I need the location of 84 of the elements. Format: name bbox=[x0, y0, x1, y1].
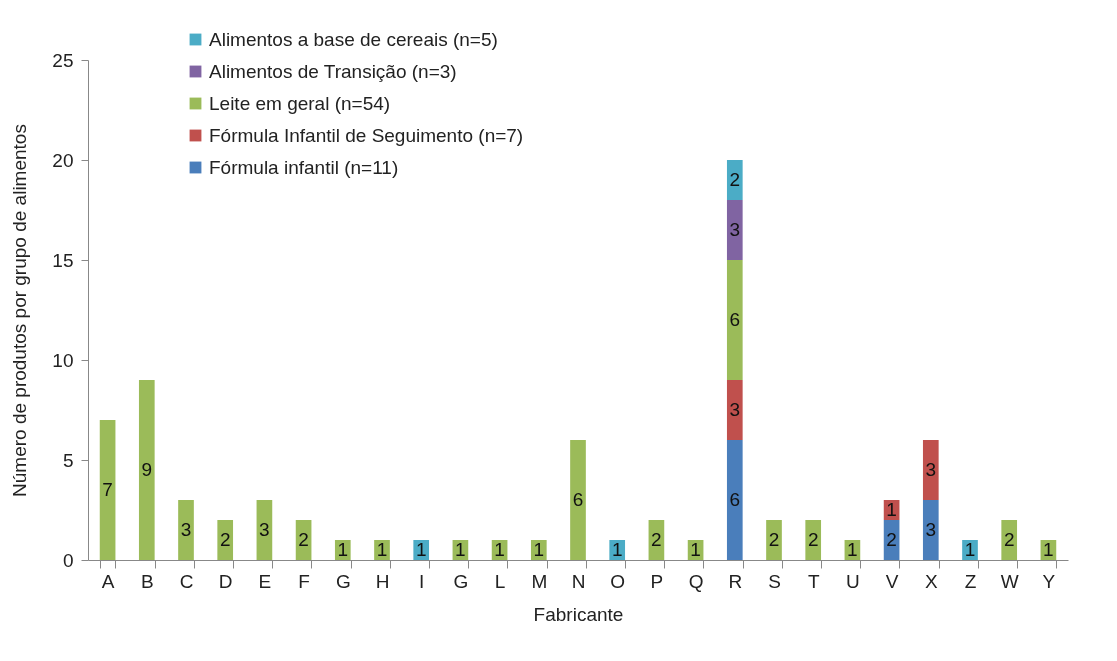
y-tick-label: 15 bbox=[52, 249, 74, 271]
data-label: 1 bbox=[337, 539, 349, 560]
data-label: 1 bbox=[376, 539, 388, 560]
data-label: 1 bbox=[847, 539, 858, 560]
data-label: 3 bbox=[729, 219, 741, 240]
data-label: 3 bbox=[180, 519, 192, 540]
bar bbox=[1001, 520, 1018, 560]
data-label: 1 bbox=[455, 539, 466, 560]
bar bbox=[570, 440, 586, 560]
x-tick-label: M bbox=[531, 570, 548, 592]
data-label: 2 bbox=[219, 529, 231, 550]
x-tick-label: G bbox=[335, 570, 351, 592]
y-tick-label: 10 bbox=[52, 349, 74, 371]
legend-label: Alimentos a base de cereais (n=5) bbox=[209, 28, 498, 50]
data-label: 6 bbox=[572, 489, 584, 510]
y-tick-label: 5 bbox=[62, 449, 74, 471]
bar bbox=[726, 260, 743, 380]
data-label: 2 bbox=[886, 529, 897, 550]
bar bbox=[726, 160, 743, 200]
x-tick-label: U bbox=[846, 570, 860, 592]
bar bbox=[922, 440, 939, 500]
data-label: 1 bbox=[690, 539, 701, 560]
bar bbox=[138, 380, 155, 560]
bar bbox=[726, 200, 743, 260]
x-axis-title: Fabricante bbox=[533, 603, 624, 625]
legend-label: Fórmula infantil (n=11) bbox=[209, 156, 399, 178]
x-tick-label: W bbox=[1000, 570, 1019, 592]
x-tick-label: B bbox=[140, 570, 154, 592]
x-tick-label: L bbox=[494, 570, 506, 592]
bar bbox=[99, 420, 116, 560]
data-label: 1 bbox=[886, 499, 897, 520]
y-tick-label: 25 bbox=[52, 49, 74, 71]
bar bbox=[178, 500, 194, 560]
x-tick-label: Q bbox=[688, 570, 704, 592]
data-label: 1 bbox=[494, 539, 505, 560]
x-tick-label: X bbox=[924, 570, 938, 592]
x-tick-label: Y bbox=[1042, 570, 1056, 592]
data-label: 3 bbox=[925, 519, 937, 540]
x-tick-label: H bbox=[375, 570, 390, 592]
data-label: 2 bbox=[768, 529, 780, 550]
data-label: 2 bbox=[1003, 529, 1015, 550]
x-tick-label: T bbox=[807, 570, 820, 592]
data-label: 2 bbox=[298, 529, 309, 550]
data-label: 1 bbox=[1043, 539, 1054, 560]
x-tick-label: O bbox=[610, 570, 626, 592]
x-tick-label: R bbox=[728, 570, 743, 592]
x-tick-label: C bbox=[179, 570, 194, 592]
bar bbox=[766, 520, 782, 560]
bar bbox=[726, 380, 743, 440]
x-tick-label: G bbox=[453, 570, 469, 592]
data-label: 7 bbox=[102, 479, 113, 500]
data-label: 1 bbox=[611, 539, 623, 560]
data-label: 6 bbox=[729, 309, 741, 330]
data-label: 1 bbox=[964, 539, 976, 560]
y-tick-label: 0 bbox=[62, 549, 74, 571]
legend-label: Alimentos de Transição (n=3) bbox=[209, 60, 457, 82]
y-tick-label: 20 bbox=[52, 149, 74, 171]
bar bbox=[805, 520, 822, 560]
bar bbox=[217, 520, 234, 560]
data-label: 9 bbox=[141, 459, 153, 480]
data-label: 1 bbox=[415, 539, 427, 560]
x-tick-label: F bbox=[298, 570, 310, 592]
x-tick-label: A bbox=[101, 570, 115, 592]
x-tick-label: N bbox=[571, 570, 586, 592]
x-tick-label: E bbox=[258, 570, 272, 592]
x-tick-label: Z bbox=[964, 570, 977, 592]
x-tick-label: S bbox=[768, 570, 781, 592]
data-label: 3 bbox=[925, 459, 937, 480]
data-label: 3 bbox=[259, 519, 270, 540]
bar bbox=[726, 440, 743, 560]
data-label: 2 bbox=[729, 169, 741, 190]
data-label: 1 bbox=[533, 539, 545, 560]
data-label: 6 bbox=[729, 489, 741, 510]
y-axis-title: Número de produtos por grupo de alimentos bbox=[9, 124, 31, 497]
legend-label: Fórmula Infantil de Seguimento (n=7) bbox=[209, 124, 524, 146]
bar bbox=[922, 500, 939, 560]
x-tick-label: V bbox=[885, 570, 899, 592]
legend-label: Leite em geral (n=54) bbox=[209, 92, 391, 114]
x-tick-label: P bbox=[650, 570, 664, 592]
data-label: 3 bbox=[729, 399, 741, 420]
x-tick-label: I bbox=[419, 570, 425, 592]
data-label: 2 bbox=[651, 529, 662, 550]
x-tick-label: D bbox=[218, 570, 233, 592]
data-label: 2 bbox=[807, 529, 819, 550]
